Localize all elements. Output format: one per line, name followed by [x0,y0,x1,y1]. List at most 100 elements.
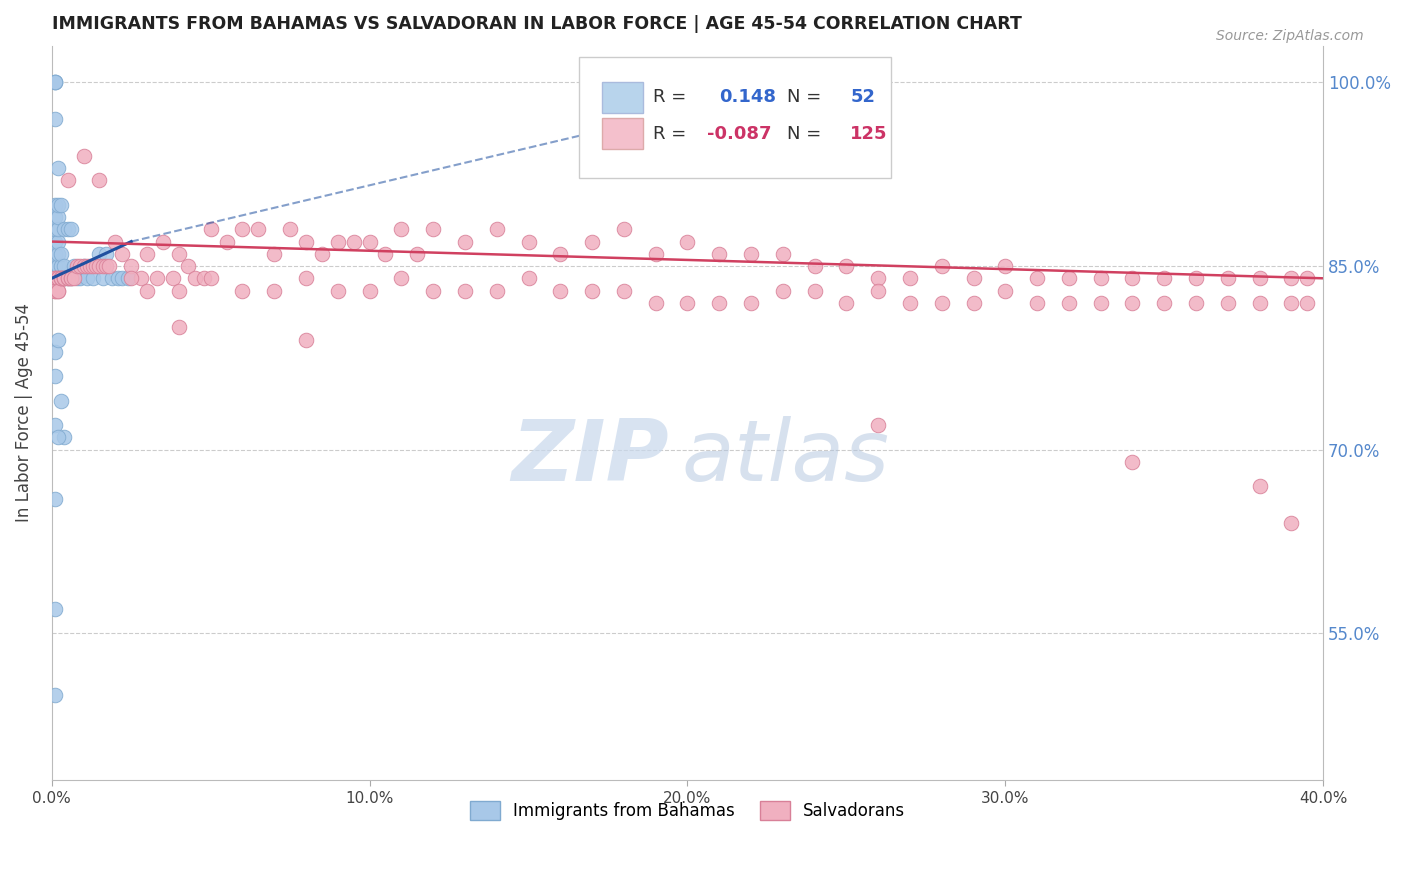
Point [72,259,94,273]
Point [162,271,184,285]
Point [1185,271,1208,285]
Point [76,271,98,285]
Point [56,271,79,285]
Point [1121,271,1143,285]
Point [1057,295,1080,310]
Text: atlas: atlas [681,416,889,499]
Point [46,284,69,298]
Point [44,271,66,285]
Point [326,284,349,298]
Point [56,271,79,285]
Point [44,271,66,285]
Point [962,271,984,285]
Point [46,198,69,212]
Point [44,259,66,273]
Point [76,259,98,273]
Point [868,284,890,298]
Point [44,75,66,89]
Point [46,333,69,347]
Point [644,247,666,261]
Point [1090,295,1112,310]
Point [803,284,825,298]
Point [200,271,222,285]
Point [44,210,66,224]
Point [107,271,129,285]
Point [136,247,159,261]
Point [740,247,762,261]
Point [44,75,66,89]
Point [44,369,66,384]
Point [44,271,66,285]
Point [247,222,270,236]
Point [51,271,73,285]
Point [82,271,104,285]
Point [46,247,69,261]
Point [152,235,174,249]
Point [53,271,76,285]
Text: Source: ZipAtlas.com: Source: ZipAtlas.com [1216,29,1364,43]
Point [89,247,111,261]
Point [1026,295,1049,310]
Point [295,271,318,285]
Point [51,259,73,273]
Point [111,247,134,261]
Text: IMMIGRANTS FROM BAHAMAS VS SALVADORAN IN LABOR FORCE | AGE 45-54 CORRELATION CHA: IMMIGRANTS FROM BAHAMAS VS SALVADORAN IN… [52,15,1022,33]
Point [1121,455,1143,469]
Point [231,222,253,236]
Point [644,295,666,310]
Point [56,271,79,285]
Point [167,320,190,334]
Point [676,295,699,310]
Point [326,235,349,249]
Point [145,271,167,285]
Point [177,259,200,273]
Point [1026,271,1049,285]
Point [613,284,636,298]
Point [898,295,921,310]
Point [295,235,318,249]
Point [1090,271,1112,285]
Point [44,284,66,298]
Point [772,247,794,261]
Point [868,418,890,433]
Point [53,430,76,444]
Point [46,284,69,298]
Point [44,602,66,616]
Point [389,271,412,285]
Point [772,284,794,298]
Point [44,688,66,702]
Point [53,271,76,285]
Point [1216,295,1239,310]
Point [104,235,127,249]
Point [46,222,69,236]
Point [53,271,76,285]
Point [215,235,238,249]
Point [91,271,114,285]
Point [129,271,152,285]
Point [1249,479,1271,493]
Point [278,222,301,236]
Point [91,259,114,273]
Point [44,75,66,89]
Point [311,247,333,261]
Point [120,259,142,273]
Point [359,284,381,298]
Point [51,247,73,261]
Point [389,222,412,236]
Point [51,198,73,212]
Point [343,235,366,249]
Point [69,271,91,285]
Point [359,235,381,249]
FancyBboxPatch shape [602,82,643,112]
Point [46,271,69,285]
Point [613,222,636,236]
Point [59,271,82,285]
Point [44,271,66,285]
Point [835,259,858,273]
Point [44,198,66,212]
Point [200,222,222,236]
Point [263,247,285,261]
Point [117,271,139,285]
Point [44,247,66,261]
Point [56,173,79,187]
